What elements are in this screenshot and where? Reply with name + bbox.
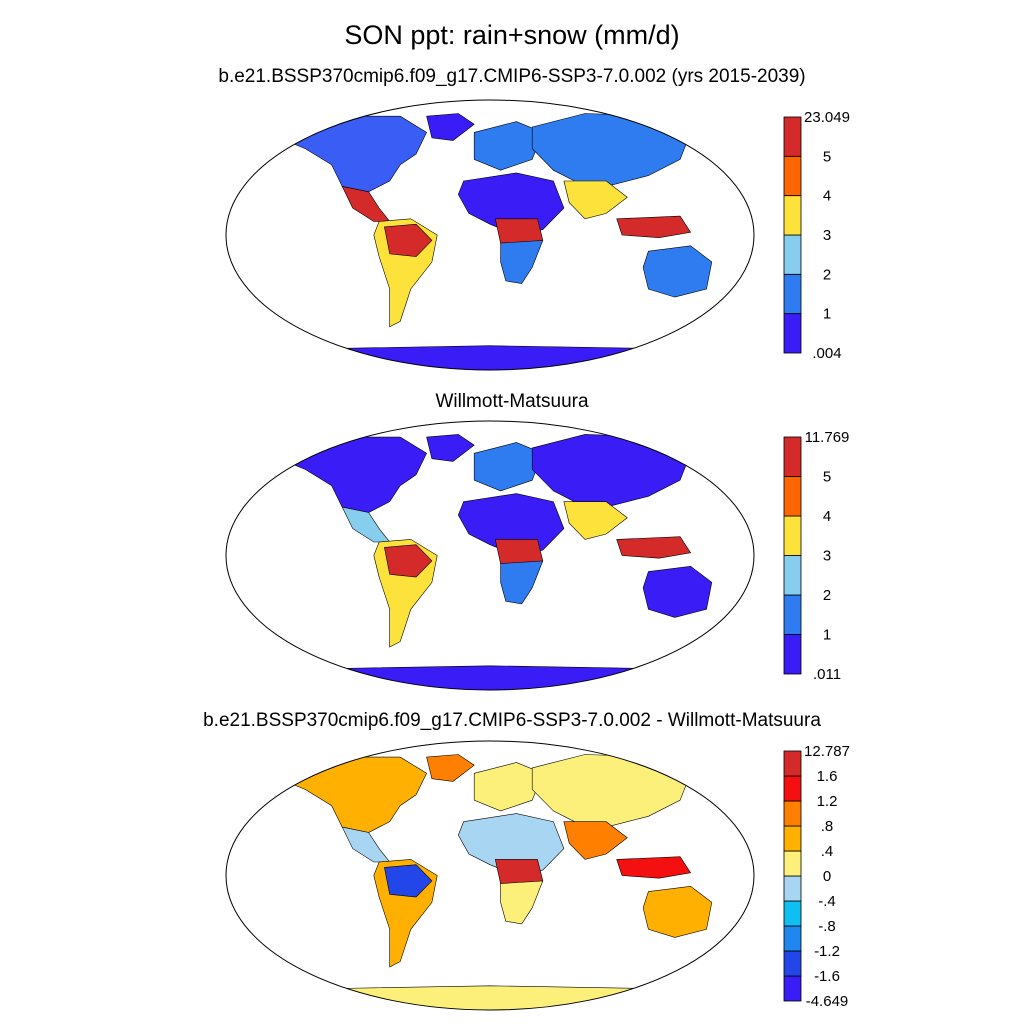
colorbar-3: -4.649 -1.6 -1.2 -.8 -.4 0 .4 .8 1.2 1.6 12.787	[783, 743, 850, 1010]
colorbar-swatch	[783, 476, 802, 517]
colorbar-swatch	[783, 634, 802, 675]
colorbar-label: 1.6	[817, 768, 838, 785]
colorbar-label: .004	[812, 345, 841, 362]
panel-1-title: b.e21.BSSP370cmip6.f09_g17.CMIP6-SSP3-7.…	[218, 66, 806, 87]
colorbar-label: -4.649	[806, 993, 849, 1010]
colorbar-label: 11.769	[805, 429, 850, 446]
region-indonesia	[616, 536, 692, 559]
colorbar-label: 1.2	[817, 793, 838, 810]
colorbar-swatch	[783, 234, 802, 275]
colorbar-label: 1	[823, 306, 831, 323]
colorbar-swatch	[783, 116, 802, 157]
colorbar-swatch	[783, 273, 802, 314]
region-antarctica	[336, 985, 649, 1010]
region-amazon	[384, 223, 433, 257]
colorbar-label: 2	[823, 266, 831, 283]
region-europe	[473, 762, 544, 812]
colorbar-label: 5	[823, 148, 831, 165]
region-australia	[642, 565, 713, 618]
colorbar-label: 3	[823, 227, 831, 244]
colorbar-1: .004 1 2 3 4 5 23.049	[783, 109, 850, 362]
colorbar-swatch	[783, 313, 802, 354]
colorbar-swatch	[783, 825, 802, 852]
colorbar-swatch	[783, 750, 802, 777]
colorbar-label: 4	[823, 508, 831, 525]
region-antarctica	[336, 345, 649, 370]
land-regions	[278, 113, 713, 370]
colorbar-swatch	[783, 875, 802, 902]
region-north-america	[278, 115, 427, 193]
map-outline	[225, 740, 755, 1011]
map-panel-1	[225, 99, 755, 371]
colorbar-swatch	[783, 850, 802, 877]
colorbar-swatch	[783, 900, 802, 927]
colorbar-swatch	[783, 775, 802, 802]
colorbar-swatch	[783, 950, 802, 977]
colorbar-label: -1.6	[814, 968, 840, 985]
colorbar-label: -.4	[818, 893, 836, 910]
main-title: SON ppt: rain+snow (mm/d)	[344, 20, 680, 50]
region-north-america	[278, 756, 427, 833]
region-antarctica	[336, 665, 649, 690]
colorbar-label: 12.787	[804, 743, 850, 760]
region-south-asia	[563, 821, 628, 860]
region-greenland	[426, 434, 475, 462]
panel-3-title: b.e21.BSSP370cmip6.f09_g17.CMIP6-SSP3-7.…	[203, 710, 821, 731]
colorbar-swatch	[783, 800, 802, 827]
colorbar-label: .4	[821, 843, 834, 860]
colorbar-swatch	[783, 155, 802, 197]
colorbar-label: 23.049	[804, 109, 850, 126]
region-amazon	[384, 864, 433, 898]
colorbar-swatch	[783, 195, 802, 236]
region-greenland	[426, 754, 475, 782]
colorbar-2: .011 1 2 3 4 5 11.769	[783, 429, 850, 683]
colorbar-label: 4	[823, 188, 831, 205]
region-north-america	[278, 436, 427, 513]
colorbar-label: 1	[823, 627, 831, 644]
region-south-asia	[563, 501, 628, 540]
colorbar-label: .8	[821, 818, 834, 835]
map-panel-2	[225, 420, 755, 691]
colorbar-label: -1.2	[814, 943, 840, 960]
colorbar-label: 0	[823, 868, 831, 885]
colorbar-label: -.8	[818, 918, 836, 935]
colorbar-label: 2	[823, 587, 831, 604]
colorbar-swatch	[783, 925, 802, 952]
colorbar-label: .011	[813, 666, 841, 683]
region-southern-africa	[500, 880, 544, 925]
colorbar-swatch	[783, 555, 802, 596]
region-southern-africa	[500, 560, 544, 605]
region-amazon	[384, 544, 433, 578]
colorbar-swatch	[783, 594, 802, 635]
colorbar-swatch	[783, 436, 802, 477]
region-australia	[642, 245, 713, 298]
panel-2-title: Willmott-Matsuura	[435, 391, 589, 412]
region-southern-africa	[500, 240, 544, 284]
map-outline	[225, 99, 755, 371]
land-regions	[278, 434, 713, 690]
region-indonesia	[616, 856, 692, 879]
map-outline	[225, 420, 755, 691]
colorbar-label: 5	[823, 469, 831, 486]
colorbar-swatch	[783, 515, 802, 556]
region-australia	[642, 885, 713, 938]
map-panel-3	[225, 740, 755, 1011]
colorbar-label: 3	[823, 548, 831, 565]
region-greenland	[426, 113, 475, 141]
region-europe	[473, 442, 544, 492]
region-south-asia	[563, 180, 628, 220]
colorbar-swatch	[783, 975, 802, 1002]
region-indonesia	[616, 215, 692, 239]
region-europe	[473, 121, 544, 171]
